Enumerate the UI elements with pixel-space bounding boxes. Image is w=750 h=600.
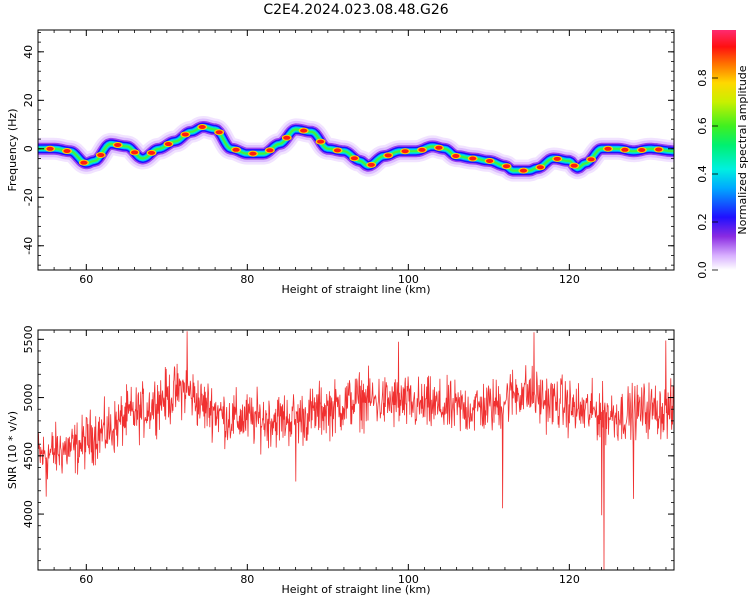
ridge-hotspot [604,146,612,151]
ridge-hotspot [553,156,561,161]
spectrogram-ytick-label: -40 [22,237,35,255]
ridge-hotspot [519,168,528,173]
colorbar-tick-label: 0.6 [696,117,709,135]
spectrogram-xlabel: Height of straight line (km) [281,283,430,296]
ridge-hotspot [384,153,392,158]
spectrogram-xtick-label: 60 [79,273,93,286]
ridge-hotspot [80,160,88,165]
ridge-hotspot [536,165,544,170]
spectrogram-ylabel: Frequency (Hz) [6,109,19,192]
colorbar: 0.0 0.2 0.4 0.6 0.8 Normalized spectral ampl… [696,30,749,279]
snr-xtick-label: 100 [398,573,419,586]
spectrogram-ytick-label: -20 [22,188,35,206]
ridge-hotspot [638,148,646,152]
colorbar-gradient [712,30,736,270]
snr-xtick-label: 60 [79,573,93,586]
ridge-hotspot [587,157,595,162]
snr-xlabel: Height of straight line (km) [281,583,430,596]
ridge-hotspot [469,156,477,161]
ridge-hotspot [147,150,156,155]
ridge-hotspot [198,125,206,130]
ridge-hotspot [486,158,494,163]
spectrogram-ticks: 60 80 100 120 40 20 0 -20 -40 [22,30,674,286]
spectrogram-frame [37,29,675,271]
ridge-hotspot [570,163,578,168]
snr-ytick-label: 5500 [22,325,35,353]
ridge-hotspot [401,149,409,154]
spectrogram-ytick-label: 20 [22,93,35,107]
snr-series-line [38,331,674,570]
ridge-hotspot [350,156,358,161]
spectrogram-xtick-label: 80 [240,273,254,286]
snr-ticks: 60 80 100 120 5500 5000 4500 4000 [22,325,674,586]
snr-ytick-label: 4000 [22,500,35,528]
snr-xtick-label: 120 [559,573,580,586]
colorbar-tick-label: 0.8 [696,69,709,87]
colorbar-tick-label: 0.4 [696,165,709,183]
ridge-hotspot [655,147,663,152]
ridge-hotspot [283,135,291,140]
snr-frame [37,329,675,571]
ridge-hotspot [266,148,274,153]
ridge-hotspot [114,142,122,147]
snr-panel: 60 80 100 120 5500 5000 4500 4000 Height of str… [6,325,675,596]
figure-title: C2E4.2024.023.08.48.G26 [263,2,448,18]
ridge-hotspot [316,139,325,144]
ridge-hotspot [131,150,139,155]
ridge-hotspot [435,145,443,150]
colorbar-label: Normalized spectral amplitude [736,65,749,234]
ridge-hotspot [181,132,189,137]
spectrogram-ytick-label: 40 [22,45,35,59]
snr-ytick-label: 4500 [22,442,35,470]
ridge-hotspot [215,130,223,135]
snr-xtick-label: 80 [240,573,254,586]
ridge-hotspot [502,164,511,169]
ridge-hotspot [621,147,629,152]
colorbar-tick-label: 0.2 [696,213,709,231]
snr-ytick-label: 5000 [22,384,35,412]
ridge-hotspot [249,151,257,156]
ridge-hotspot [418,147,426,152]
ridge-hotspot [63,148,71,153]
ridge-hotspot [97,153,105,158]
spectral-ridge [38,116,674,182]
snr-ylabel: SNR (10 * v/v) [6,411,19,489]
colorbar-tick-label: 0.0 [696,261,709,279]
ridge-hotspot [232,147,240,152]
spectrogram-xtick-label: 100 [398,273,419,286]
spectrogram-panel: 60 80 100 120 40 20 0 -20 -40 Height of straight… [6,29,675,296]
ridge-hotspot [452,153,460,158]
ridge-hotspot [300,128,308,133]
colorbar-ticks: 0.0 0.2 0.4 0.6 0.8 [696,69,718,279]
ridge-hotspot [164,142,173,147]
ridge-hotspot [46,146,54,151]
spectrogram-xtick-label: 120 [559,273,580,286]
spectrogram-ytick-label: 0 [22,145,35,152]
ridge-hotspot [333,148,342,153]
ridge-hotspot [367,162,375,167]
